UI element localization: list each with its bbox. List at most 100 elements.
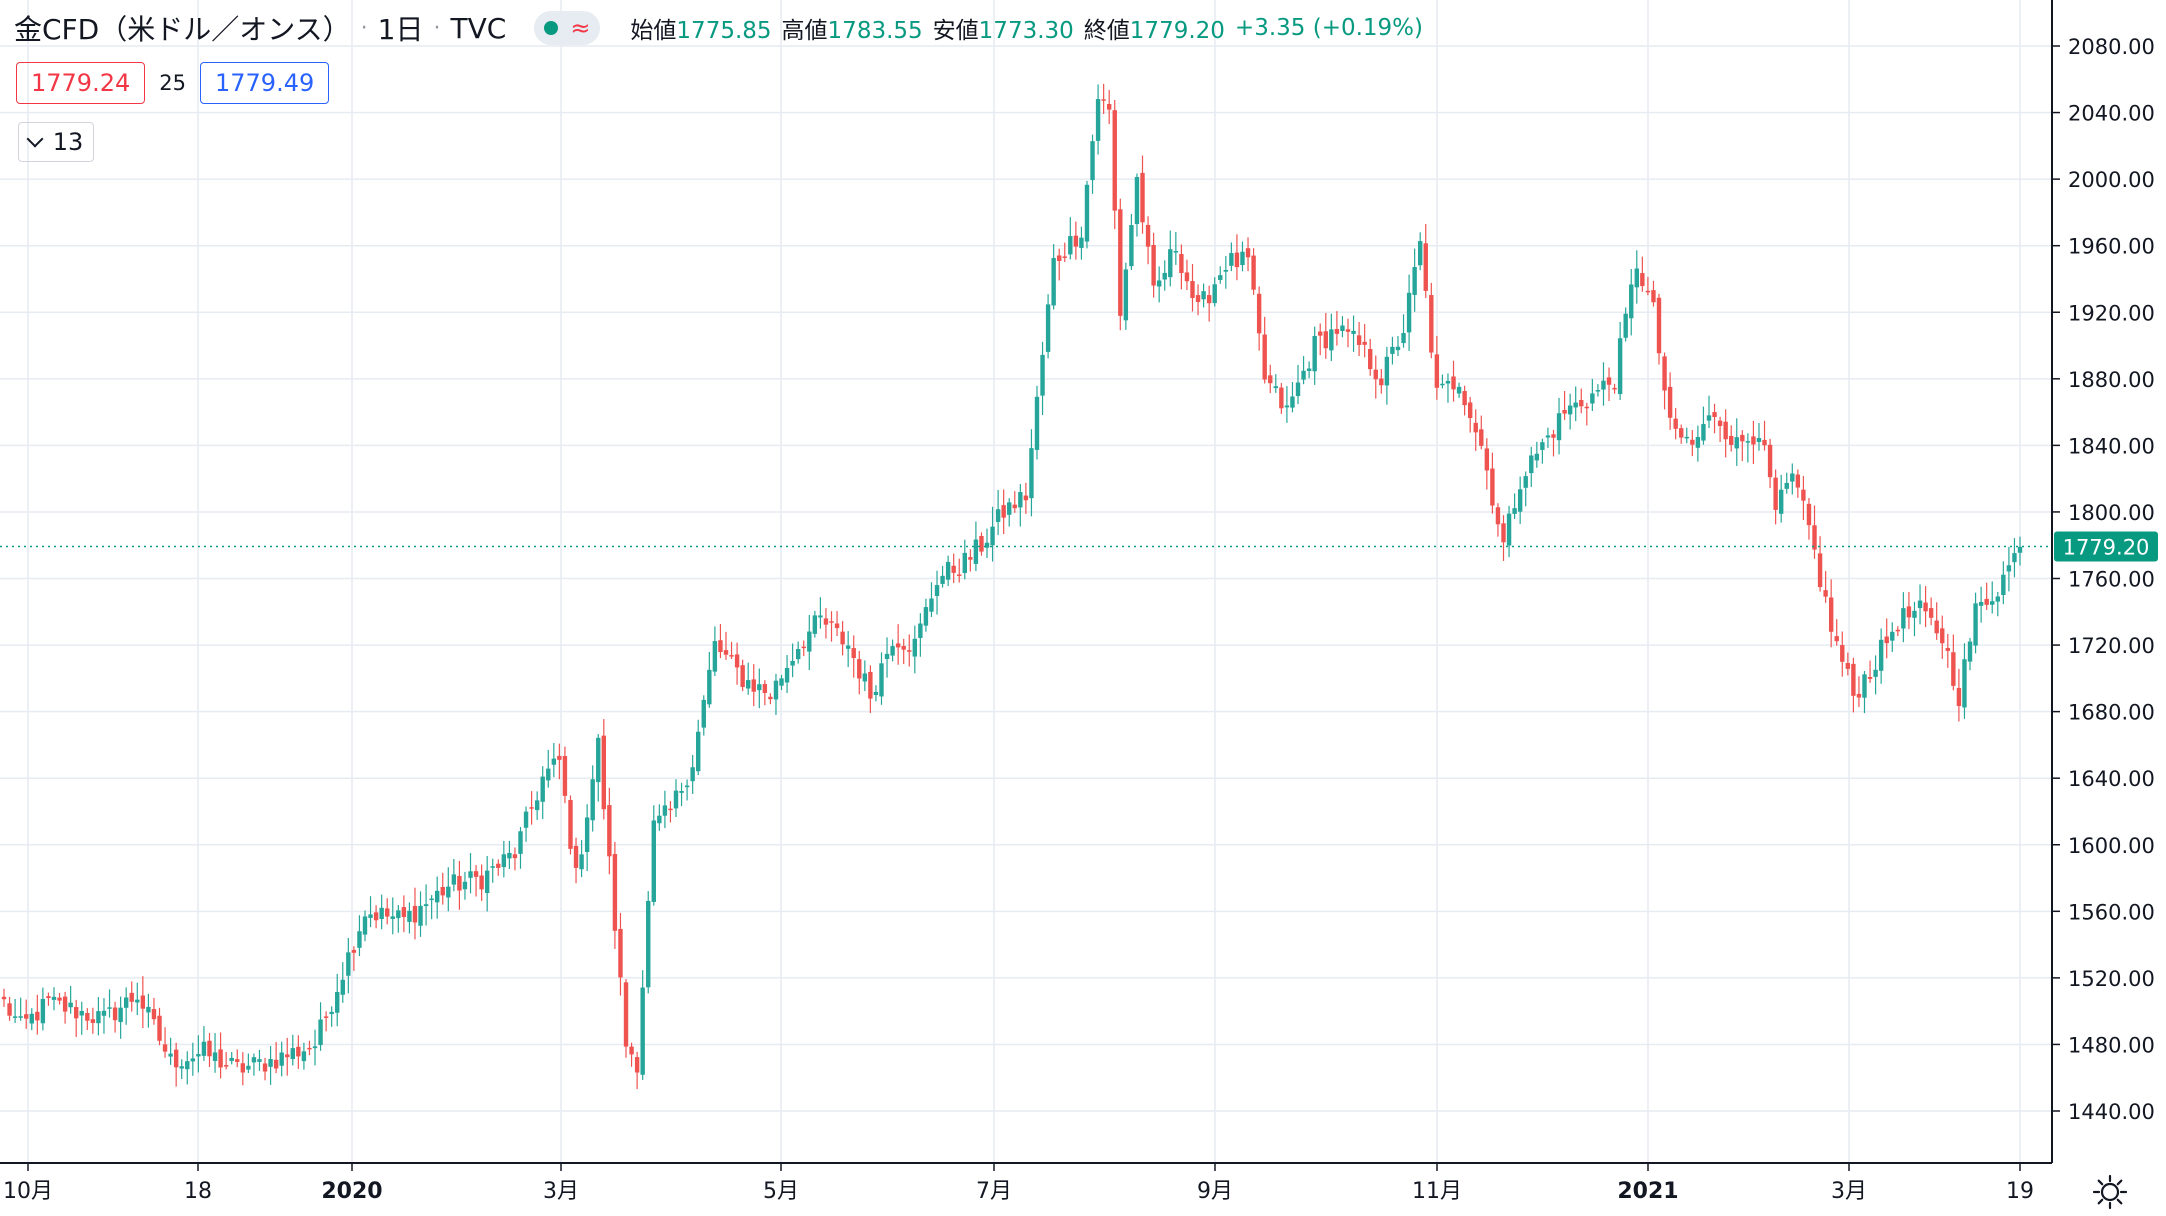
candle-body	[1245, 248, 1251, 258]
x-tick-label: 2021	[1617, 1179, 1678, 1204]
candle-body	[1645, 290, 1651, 293]
candle-body	[157, 1015, 162, 1041]
candle-body	[701, 699, 706, 728]
candle-body	[1751, 436, 1756, 445]
candle-body	[1762, 439, 1767, 446]
candle-body	[1206, 295, 1212, 304]
candle-body	[1540, 442, 1545, 450]
candle-body	[1284, 405, 1290, 408]
candle-body	[568, 800, 573, 849]
candle-body	[1395, 346, 1401, 351]
candle-body	[851, 648, 856, 659]
candle-body	[901, 645, 906, 650]
candle-body	[1034, 396, 1040, 450]
candle-body	[473, 871, 479, 877]
candle-body	[312, 1046, 318, 1049]
candle-body	[1029, 448, 1034, 499]
candle-body	[1312, 335, 1317, 372]
candle-body	[1262, 334, 1267, 380]
candle-body	[46, 996, 51, 999]
candle-body	[340, 979, 345, 995]
candle-body	[262, 1063, 268, 1072]
candle-body	[1101, 99, 1106, 101]
candle-body	[1967, 641, 1973, 662]
sell-bid-button[interactable]: 1779.24	[16, 62, 146, 104]
candle-body	[990, 526, 995, 546]
y-tick-label: 1600.00	[2068, 834, 2155, 858]
candle-body	[1679, 428, 1684, 438]
candle-body	[1778, 489, 1784, 514]
candle-body	[573, 845, 579, 868]
candle-body	[895, 643, 901, 648]
candle-body	[135, 999, 140, 1003]
candle-body	[90, 1019, 96, 1023]
y-tick-label: 1520.00	[2068, 967, 2155, 991]
candle-body	[646, 900, 651, 988]
candle-body	[1462, 391, 1467, 406]
candle-body	[1290, 396, 1295, 408]
candle-body	[479, 875, 484, 890]
candle-body	[1434, 354, 1440, 388]
x-tick-label: 7月	[976, 1179, 1012, 1204]
candle-body	[73, 1007, 79, 1019]
candle-body	[857, 659, 862, 679]
candle-body	[1573, 402, 1578, 408]
candle-body	[1451, 376, 1456, 390]
market-status-pill[interactable]: ≈	[534, 11, 601, 45]
candle-body	[1134, 177, 1140, 225]
candle-body	[1156, 280, 1162, 287]
candle-body	[351, 949, 357, 953]
candle-body	[201, 1041, 207, 1056]
candle-body	[1884, 636, 1889, 644]
symbol-title[interactable]: 金CFD（米ドル／オンス）	[14, 13, 351, 46]
open-readout: 始値1775.85	[630, 11, 771, 45]
candle-body	[1828, 597, 1834, 632]
candle-body	[1379, 378, 1384, 386]
candle-body	[434, 890, 440, 903]
candle-body	[1990, 601, 1995, 605]
candle-body	[1995, 596, 2000, 602]
candle-body	[1168, 249, 1173, 278]
candle-body	[868, 671, 873, 699]
candle-body	[96, 1011, 101, 1024]
indicators-collapse-button[interactable]: 13	[18, 122, 94, 162]
timeframe-label[interactable]: 1日	[377, 13, 424, 46]
candle-body	[768, 696, 773, 700]
candle-body	[329, 1011, 334, 1015]
candle-body	[1007, 502, 1012, 515]
chevron-down-icon	[26, 130, 44, 148]
candle-body	[57, 997, 62, 1001]
candle-body	[1429, 295, 1434, 353]
candle-body	[1673, 418, 1678, 429]
candle-body	[1456, 386, 1462, 394]
candle-body	[218, 1049, 223, 1068]
candle-body	[1345, 329, 1351, 332]
candle-body	[123, 997, 129, 1008]
candle-body	[623, 982, 629, 1047]
candle-body	[1640, 273, 1645, 287]
candle-body	[12, 1016, 18, 1018]
candle-body	[1851, 663, 1856, 696]
candle-body	[468, 871, 473, 878]
close-label: 終値	[1083, 18, 1130, 44]
candle-body	[879, 663, 884, 697]
candle-body	[579, 854, 584, 870]
candle-body	[24, 1014, 29, 1019]
candle-body	[490, 866, 495, 868]
candle-body	[1018, 492, 1023, 508]
candle-body	[335, 991, 340, 1013]
y-tick-label: 1760.00	[2068, 568, 2155, 592]
settings-gear-icon[interactable]	[2090, 1172, 2130, 1212]
candle-body	[1212, 284, 1217, 304]
market-open-dot-icon	[544, 21, 559, 35]
candle-body	[1812, 525, 1817, 550]
candle-body	[1306, 368, 1312, 372]
candle-body	[412, 905, 418, 923]
candle-body	[1523, 476, 1528, 488]
candle-body	[168, 1053, 173, 1057]
high-label: 高値	[781, 18, 828, 44]
exchange-label: TVC	[450, 11, 507, 45]
buy-ask-button[interactable]: 1779.49	[199, 62, 330, 104]
